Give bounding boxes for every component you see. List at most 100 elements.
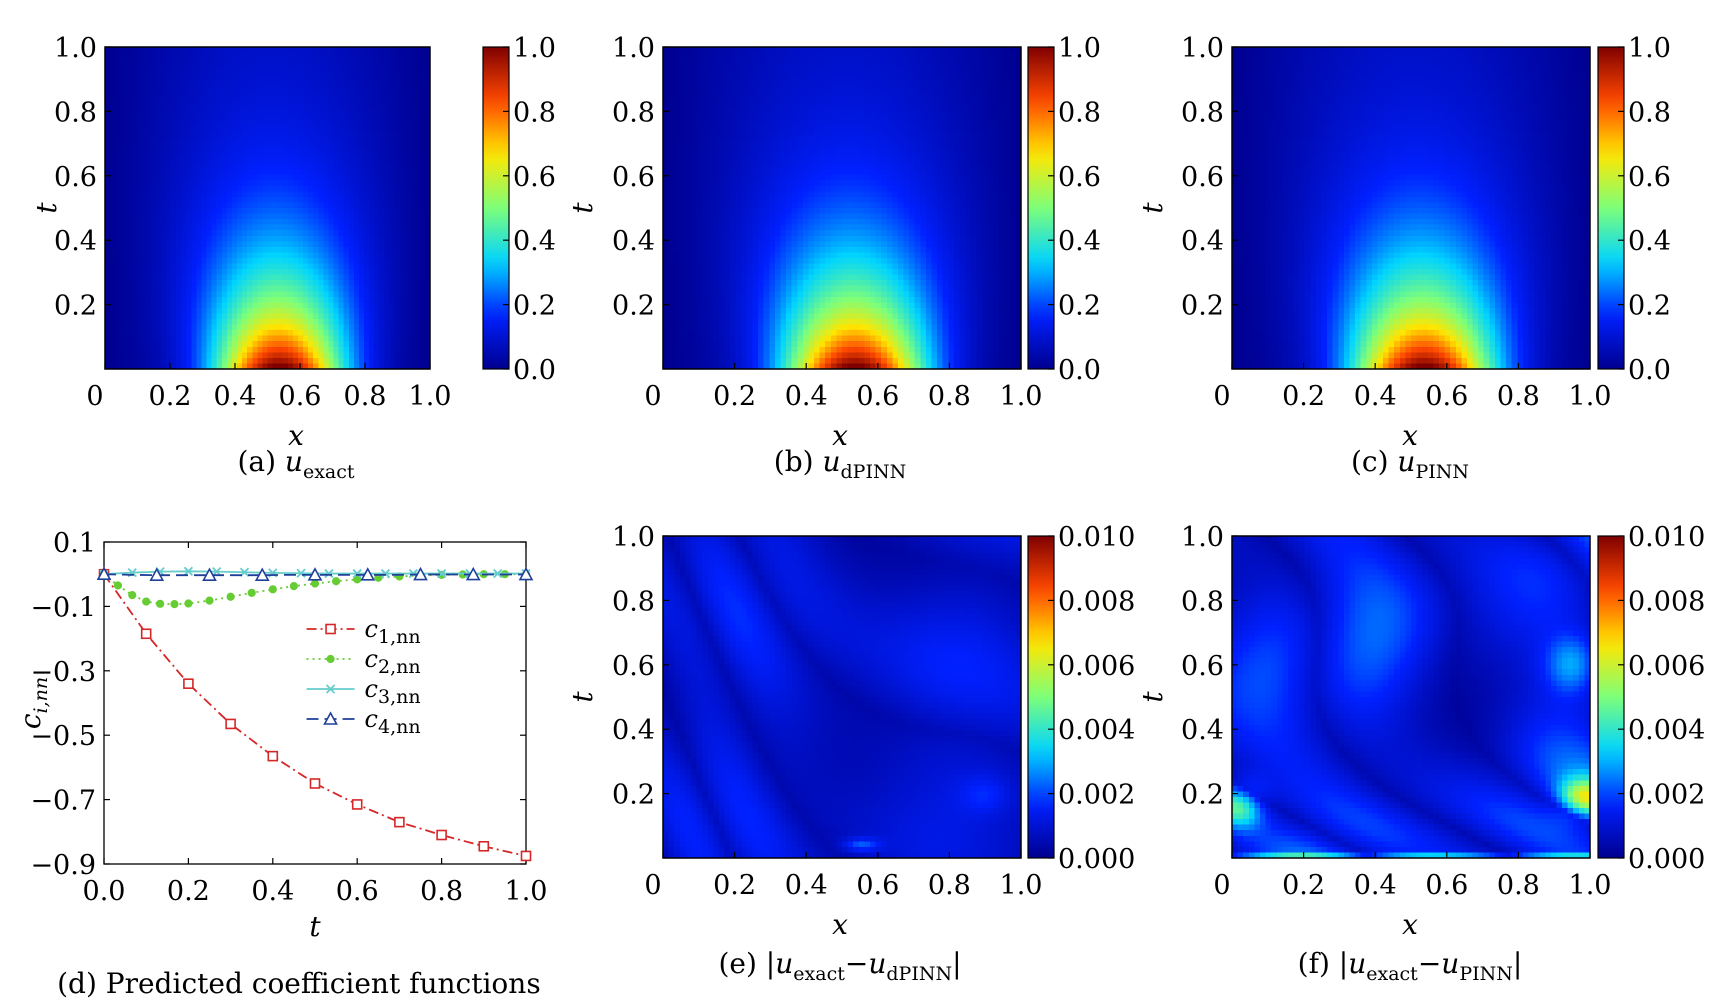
x-tick-label: 0.4 xyxy=(785,870,828,901)
panel-d: 0.0 0.2 0.4 0.6 0.8 1.00.1−0.1−0.3−0.5−0.7−0.… xyxy=(14,528,547,1000)
y-tick-label: 0.6 xyxy=(612,651,655,682)
data-point xyxy=(142,629,151,638)
x-tick-label: 0.4 xyxy=(785,381,828,412)
y-tick-label: 0.6 xyxy=(54,162,97,193)
x-tick-label: 1.0 xyxy=(505,876,548,907)
colorbar xyxy=(1028,47,1054,369)
x-tick-label: 0.2 xyxy=(167,876,210,907)
colorbar-tick-label: 0.004 xyxy=(1628,715,1705,746)
colorbar-tick-label: 0.8 xyxy=(1058,97,1101,128)
colorbar-tick-label: 0.4 xyxy=(1058,226,1101,257)
colorbar-tick-label: 0.006 xyxy=(1058,651,1135,682)
colorbar-tick-label: 0.008 xyxy=(1058,586,1135,617)
x-tick-label: 0.8 xyxy=(1497,870,1540,901)
colorbar-tick-label: 0.004 xyxy=(1058,715,1135,746)
data-point xyxy=(114,582,121,589)
plot-frame xyxy=(104,542,526,864)
panel-caption: (c) uPINN xyxy=(1351,445,1469,483)
x-tick-label: 1.0 xyxy=(1569,381,1612,412)
x-tick-label: 0.6 xyxy=(856,381,899,412)
panel-f: 0 0.2 0.4 0.6 0.8 1.00.20.40.60.81.0xt0.0000.… xyxy=(1136,522,1705,985)
data-point xyxy=(171,601,178,608)
y-tick-label: 1.0 xyxy=(1181,522,1224,553)
x-tick-label: 0.2 xyxy=(713,870,756,901)
x-tick-label: 0.8 xyxy=(928,870,971,901)
y-tick-label: −0.7 xyxy=(30,786,96,817)
colorbar-tick-label: 0.6 xyxy=(1628,162,1671,193)
x-tick-label: 0 xyxy=(86,381,103,412)
colorbar xyxy=(1598,47,1624,369)
x-tick-label: 0.2 xyxy=(149,381,192,412)
x-tick-label: 0.4 xyxy=(1354,870,1397,901)
x-tick-label: 0.8 xyxy=(420,876,463,907)
colorbar-tick-label: 0.006 xyxy=(1628,651,1705,682)
heatmap-e xyxy=(663,536,1022,859)
data-point xyxy=(522,851,531,860)
y-tick-label: −0.9 xyxy=(30,850,96,881)
colorbar-tick-label: 1.0 xyxy=(513,33,556,64)
data-point xyxy=(206,597,213,604)
y-tick-label: 0.4 xyxy=(1181,715,1224,746)
panel-caption: (e) |uexact−udPINN| xyxy=(718,947,961,985)
panel-e: 0 0.2 0.4 0.6 0.8 1.00.20.40.60.81.0xt0.0000.… xyxy=(566,522,1135,985)
x-tick-label: 0.8 xyxy=(1497,381,1540,412)
y-tick-label: 0.4 xyxy=(612,715,655,746)
heatmap-b xyxy=(663,47,1022,370)
y-tick-label: 0.4 xyxy=(612,226,655,257)
x-tick-label: 0 xyxy=(644,870,661,901)
y-tick-label: 0.2 xyxy=(1181,780,1224,811)
y-tick-label: 1.0 xyxy=(612,33,655,64)
y-tick-label: 0.8 xyxy=(1181,97,1224,128)
data-point xyxy=(129,592,136,599)
data-point xyxy=(290,583,297,590)
y-tick-label: 0.6 xyxy=(612,162,655,193)
colorbar-tick-label: 0.8 xyxy=(1628,97,1671,128)
x-tick-label: 0.6 xyxy=(856,870,899,901)
panel-caption: (a) uexact xyxy=(237,445,354,483)
y-axis-label: t xyxy=(1136,691,1169,703)
x-tick-label: 0.4 xyxy=(214,381,257,412)
y-tick-label: 0.8 xyxy=(54,97,97,128)
y-axis-label: t xyxy=(566,691,599,703)
colorbar-tick-label: 0.4 xyxy=(513,226,556,257)
colorbar-tick-label: 0.010 xyxy=(1058,522,1135,553)
y-tick-label: 0.2 xyxy=(612,291,655,322)
y-axis-label: t xyxy=(30,202,63,214)
colorbar-tick-label: 0.2 xyxy=(513,291,556,322)
x-tick-label: 0 xyxy=(1213,381,1230,412)
colorbar-tick-label: 0.2 xyxy=(1058,291,1101,322)
y-tick-label: 0.8 xyxy=(1181,586,1224,617)
x-tick-label: 0.2 xyxy=(1282,381,1325,412)
x-tick-label: 0.6 xyxy=(279,381,322,412)
x-tick-label: 0.8 xyxy=(344,381,387,412)
heatmap-c xyxy=(1232,47,1591,370)
panel-c: 0 0.2 0.4 0.6 0.8 1.00.20.40.60.81.0xt0.00.20… xyxy=(1136,33,1671,483)
data-point xyxy=(333,578,340,585)
colorbar-tick-label: 0.008 xyxy=(1628,586,1705,617)
y-tick-label: −0.1 xyxy=(30,592,96,623)
x-tick-label: 0.4 xyxy=(1354,381,1397,412)
x-tick-label: 1.0 xyxy=(1000,870,1043,901)
data-point xyxy=(479,842,488,851)
panel-caption: (d) Predicted coefficient functions xyxy=(57,967,541,1000)
data-point xyxy=(157,600,164,607)
x-tick-label: 1.0 xyxy=(1569,870,1612,901)
y-tick-label: 0.2 xyxy=(1181,291,1224,322)
x-tick-label: 0 xyxy=(1213,870,1230,901)
data-point xyxy=(311,580,318,587)
data-point xyxy=(227,593,234,600)
y-tick-label: 1.0 xyxy=(1181,33,1224,64)
colorbar-tick-label: 1.0 xyxy=(1058,33,1101,64)
y-tick-label: 0.4 xyxy=(54,226,97,257)
colorbar xyxy=(1598,536,1624,858)
x-tick-label: 0.6 xyxy=(336,876,379,907)
y-tick-label: 0.6 xyxy=(1181,651,1224,682)
colorbar-tick-label: 0.8 xyxy=(513,97,556,128)
x-tick-label: 0.6 xyxy=(1425,870,1468,901)
y-tick-label: 0.8 xyxy=(612,97,655,128)
x-axis-label: t xyxy=(309,910,321,943)
x-tick-label: 0.6 xyxy=(1425,381,1468,412)
y-tick-label: 1.0 xyxy=(54,33,97,64)
data-point xyxy=(248,589,255,596)
colorbar-tick-label: 0.4 xyxy=(1628,226,1671,257)
